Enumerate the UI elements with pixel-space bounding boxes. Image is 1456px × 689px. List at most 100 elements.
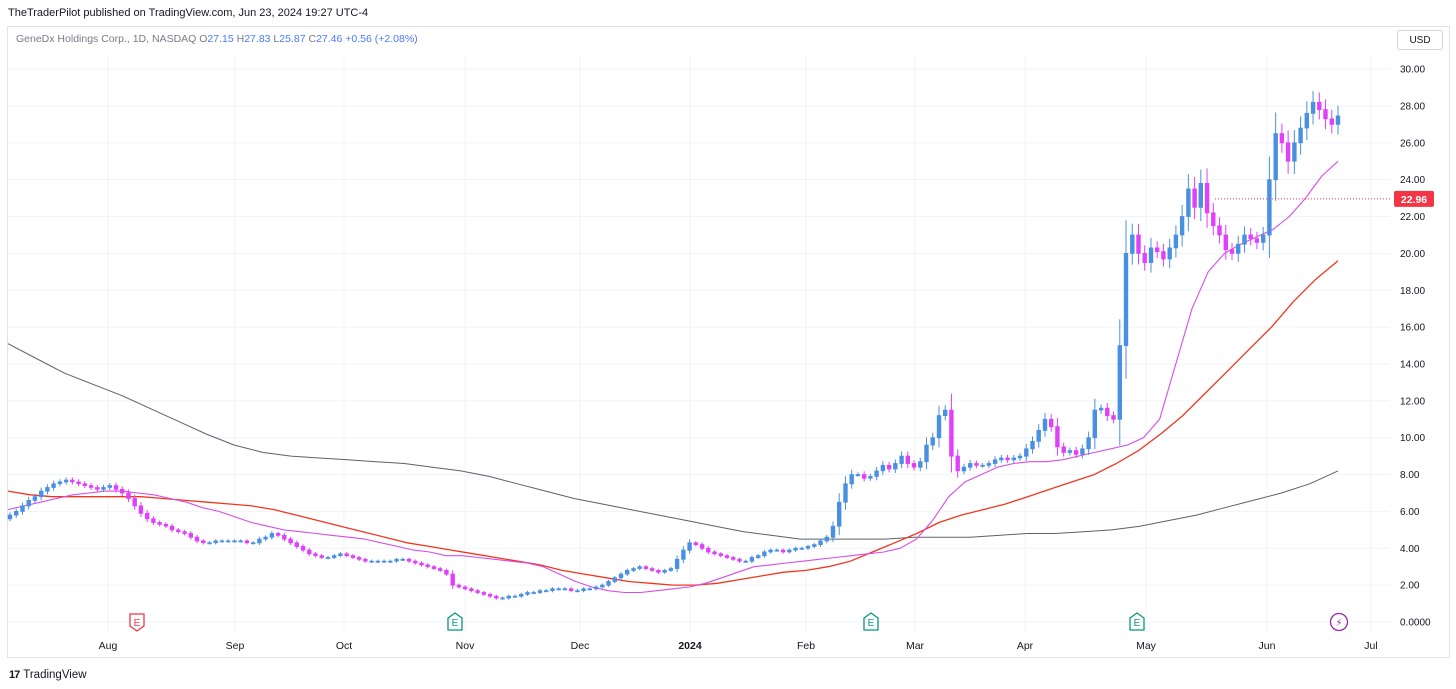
candle-body xyxy=(481,592,486,595)
candle-body xyxy=(1161,251,1166,260)
candle-body xyxy=(444,570,449,575)
candle-body xyxy=(575,590,580,593)
price-chart[interactable]: 22.96 E E E E ⚡ 0.0000 2.00 4.00 6.00 8.00 10.00 1… xyxy=(0,0,1456,660)
candle-body xyxy=(1042,418,1048,431)
earnings-marker-shape xyxy=(129,613,145,632)
candle-body xyxy=(849,474,854,485)
candle-body xyxy=(487,594,493,597)
candle-body xyxy=(936,415,942,439)
candle-body xyxy=(949,409,954,457)
candle-body xyxy=(207,542,212,545)
candle-body xyxy=(1285,142,1291,162)
tradingview-brand: TradingView xyxy=(23,669,87,681)
candle-body xyxy=(1279,133,1285,144)
earnings-marker-shape xyxy=(1129,612,1145,631)
ema-fast-line xyxy=(7,160,1339,594)
high-value: 27.83 xyxy=(244,33,271,45)
candle-body xyxy=(1005,457,1010,461)
tradingview-logo-icon: 17 xyxy=(9,669,20,681)
candle-body xyxy=(307,549,312,555)
candle-body xyxy=(1105,407,1110,417)
candle-body xyxy=(930,437,935,446)
y-axis[interactable]: 0.0000 2.00 4.00 6.00 8.00 10.00 12.00 14.00 16.… xyxy=(1400,65,1431,629)
candle-body xyxy=(1192,188,1197,208)
candle-body xyxy=(400,558,405,561)
candle-body xyxy=(712,551,717,555)
x-tick-label: Aug xyxy=(99,640,118,652)
candle-body xyxy=(718,553,723,556)
candle-body xyxy=(232,540,237,543)
event-marker-earnings-beat[interactable]: E xyxy=(863,612,879,631)
candle-body xyxy=(656,570,661,573)
candle-body xyxy=(1204,182,1210,214)
y-tick-label: 0.0000 xyxy=(1400,618,1431,629)
candle-body xyxy=(325,557,331,559)
candle-body xyxy=(743,560,748,563)
event-marker-label: E xyxy=(134,618,141,629)
event-marker-earnings-beat[interactable]: E xyxy=(447,612,463,631)
candle-body xyxy=(1117,345,1122,420)
candle-body xyxy=(762,551,767,557)
event-marker-label: E xyxy=(868,618,875,629)
x-tick-label: May xyxy=(1136,640,1157,652)
candle-body xyxy=(911,463,917,468)
candle-body xyxy=(1155,247,1160,252)
candle-body xyxy=(1223,234,1228,251)
high-label: H xyxy=(236,33,245,45)
candle-body xyxy=(32,496,38,501)
candle-body xyxy=(612,577,617,582)
tradingview-footer[interactable]: 17 TradingView xyxy=(9,667,87,683)
candle-body xyxy=(768,549,773,553)
moving-averages xyxy=(7,160,1339,594)
event-marker-label: E xyxy=(452,618,459,629)
close-value: 27.46 xyxy=(316,33,343,45)
candle-body xyxy=(88,485,94,488)
event-marker-news[interactable]: ⚡ xyxy=(1329,612,1349,632)
candle-body xyxy=(1317,101,1322,111)
candle-body xyxy=(1254,238,1260,243)
event-marker-label: ⚡ xyxy=(1335,618,1342,629)
candle-body xyxy=(244,540,250,544)
candle-body xyxy=(531,592,536,594)
y-tick-label: 12.00 xyxy=(1400,396,1425,407)
candle-body xyxy=(1229,249,1235,254)
candle-body xyxy=(506,595,511,599)
candle-body xyxy=(643,566,649,569)
candle-body xyxy=(1136,234,1141,254)
candle-body xyxy=(213,540,218,544)
candle-body xyxy=(756,555,761,558)
current-price-badge xyxy=(1394,190,1434,207)
event-marker-earnings-miss[interactable]: E xyxy=(129,613,145,632)
event-marker-earnings-beat[interactable]: E xyxy=(1129,612,1145,631)
candle-body xyxy=(625,570,630,575)
candle-body xyxy=(812,544,817,547)
published-by-line: TheTraderPilot published on TradingView.… xyxy=(8,7,369,19)
candle-body xyxy=(999,457,1004,461)
candle-body xyxy=(1310,101,1316,114)
candle-body xyxy=(413,560,418,564)
candle-body xyxy=(668,568,674,571)
candle-body xyxy=(1186,188,1191,217)
candle-body xyxy=(257,538,262,544)
symbol-title: GeneDx Holdings Corp., 1D, NASDAQ xyxy=(16,33,197,45)
earnings-marker-shape xyxy=(447,612,463,631)
candle-body xyxy=(419,562,424,566)
candle-body xyxy=(899,455,904,464)
candle-body xyxy=(519,594,524,597)
candle-body xyxy=(724,555,730,558)
y-tick-label: 22.00 xyxy=(1400,212,1425,223)
candle-body xyxy=(82,483,87,486)
candle-body xyxy=(992,459,998,464)
candle-body xyxy=(107,485,112,488)
chart-frame[interactable] xyxy=(7,26,1450,658)
candle-body xyxy=(1017,455,1023,459)
currency-button[interactable]: USD xyxy=(1397,30,1443,50)
x-axis[interactable]: Aug Sep Oct Nov Dec 2024 Feb Mar Apr May Jun Jul xyxy=(99,640,1378,652)
candle-body xyxy=(219,540,225,543)
earnings-marker-shape xyxy=(863,612,879,631)
candle-body xyxy=(1036,429,1041,442)
candle-body xyxy=(288,538,293,544)
event-markers[interactable]: E E E E ⚡ xyxy=(129,612,1349,632)
candle-body xyxy=(70,479,75,483)
candle-body xyxy=(974,463,979,466)
